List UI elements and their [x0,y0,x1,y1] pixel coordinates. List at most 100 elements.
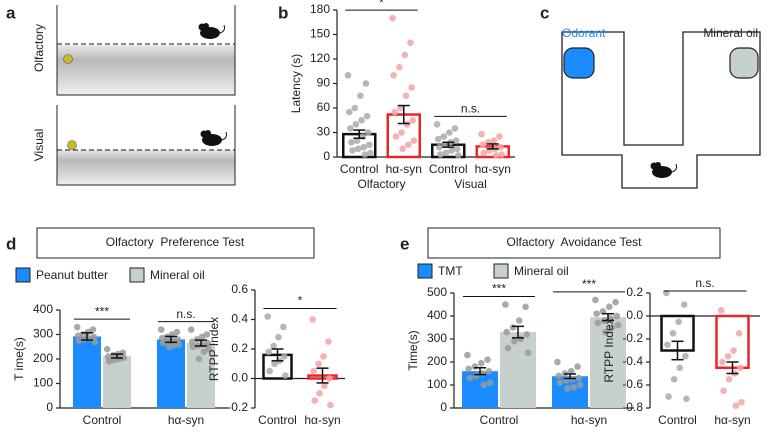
y-tick-label: 200 [33,351,53,365]
y-tick-label: 120 [310,51,330,65]
data-point [524,349,532,357]
data-point [497,143,504,151]
error-bar [353,129,366,139]
data-point [105,358,113,365]
group-label: Visual [454,177,486,191]
data-point [504,344,512,352]
data-point [348,139,355,146]
data-point [592,296,599,304]
data-point [354,145,362,153]
y-tick-label: 100 [33,376,53,390]
data-point [675,318,682,326]
data-point [442,149,450,157]
data-point [464,351,471,359]
data-point [358,116,365,124]
panel-letter: c [540,3,549,22]
data-point [490,137,498,144]
legend-label: Mineral oil [514,264,569,278]
data-point [195,355,203,363]
data-point [315,360,322,368]
data-point [522,303,529,311]
y-axis-label: RTPP Index [602,318,616,382]
data-point [682,352,689,360]
x-tick-label: hα-syn [304,413,340,427]
y-tick-label: 0 [440,400,447,414]
error-bar [397,104,410,125]
error-bar [195,339,207,347]
y-tick-label: -0.6 [622,377,643,391]
error-bar [474,367,486,376]
data-point [73,323,81,331]
data-point [665,393,672,400]
data-point [367,149,374,157]
data-point [730,347,737,354]
panel-letter: e [400,234,409,253]
x-tick-label: hα-syn [571,413,607,427]
data-point [89,326,97,333]
data-point [280,323,287,331]
bar [157,339,185,408]
data-point [344,72,352,79]
data-point [351,104,359,112]
error-bar [111,353,123,359]
significance-label: n.s. [695,276,714,290]
data-point [346,125,354,132]
data-point [485,367,493,375]
y-tick-label: 0 [46,400,53,414]
error-bar [671,340,684,361]
error-bar [486,143,499,150]
data-point [402,92,410,100]
data-point [567,367,575,375]
data-point [725,375,733,383]
data-point [440,133,448,140]
data-point [478,130,485,138]
data-point [311,397,318,404]
data-point [407,39,414,46]
bar [500,332,536,408]
error-bar [271,348,284,362]
data-point [187,326,195,333]
legend-swatch [129,267,145,283]
y-tick-label: 300 [427,331,447,345]
data-point [523,331,531,338]
data-point [738,398,745,406]
y-tick-label: 0.2 [626,285,643,299]
y-axis-label: Latency (s) [289,54,303,113]
data-point [205,345,213,353]
data-point [392,133,400,140]
significance-label: *** [95,304,109,318]
data-point [349,147,356,154]
y-tick-label: 60 [317,100,331,114]
x-tick-label: Control [83,413,122,427]
data-point [614,321,622,329]
panel-title: Olfactory Preference Test [106,235,245,249]
y-tick-label: 500 [427,285,447,299]
y-tick-label: 100 [427,377,447,391]
data-point [576,381,584,389]
data-point [200,348,208,355]
data-point [399,145,406,153]
data-point [594,319,602,327]
significance-label: *** [492,282,506,296]
significance-label: * [298,294,303,308]
error-bar [512,325,524,339]
data-point [455,152,462,159]
legend-label: Mineral oil [150,268,205,282]
data-point [362,80,370,87]
data-point [718,306,725,314]
data-point [484,356,491,364]
data-point [361,151,369,158]
data-point [575,374,583,382]
y-tick-label: -0.2 [622,331,643,345]
data-point [309,316,317,323]
data-point [613,312,621,320]
data-point [265,348,272,356]
panel-letter: d [6,234,16,253]
x-tick-label: Control [340,162,379,176]
data-point [401,51,409,59]
x-tick-label: hα-syn [386,162,422,176]
data-point [471,363,479,370]
x-tick-label: Control [429,162,468,176]
maze [561,31,761,189]
data-point [409,116,417,124]
